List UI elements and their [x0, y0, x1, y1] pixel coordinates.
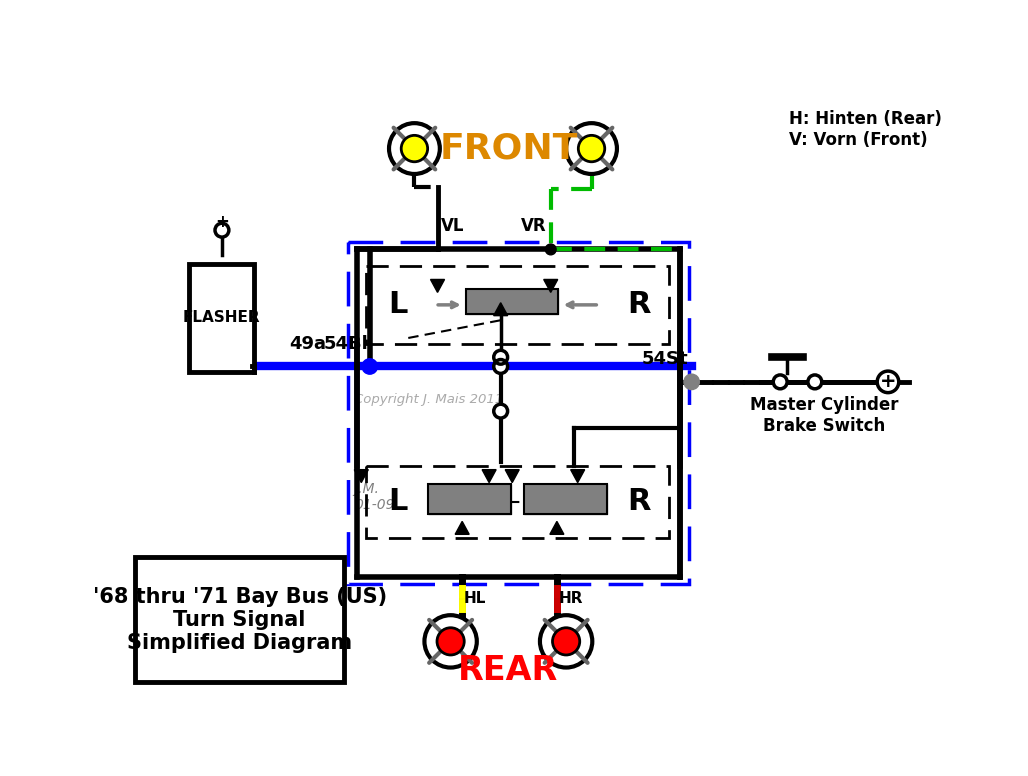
- Bar: [466, 289, 558, 314]
- Text: R: R: [627, 487, 651, 517]
- Circle shape: [493, 350, 508, 364]
- Circle shape: [389, 123, 440, 174]
- Text: +: +: [215, 213, 229, 230]
- Text: VR: VR: [521, 217, 547, 235]
- Circle shape: [425, 615, 477, 667]
- Bar: [348, 242, 690, 584]
- Polygon shape: [482, 469, 497, 483]
- Text: H: Hinten (Rear)
V: Vorn (Front): H: Hinten (Rear) V: Vorn (Front): [790, 110, 943, 149]
- Polygon shape: [493, 303, 508, 316]
- Text: HR: HR: [558, 591, 583, 605]
- Text: 54St: 54St: [641, 350, 688, 368]
- Text: FLASHER: FLASHER: [182, 310, 260, 325]
- Polygon shape: [455, 521, 469, 535]
- Text: '68 thru '71 Bay Bus (US)
Turn Signal
Simplified Diagram: '68 thru '71 Bay Bus (US) Turn Signal Si…: [93, 587, 387, 653]
- Text: VL: VL: [441, 217, 465, 235]
- Circle shape: [215, 223, 229, 237]
- Circle shape: [545, 244, 556, 255]
- Text: 54Bl: 54Bl: [324, 334, 368, 352]
- Text: R: R: [627, 290, 651, 320]
- Circle shape: [579, 135, 604, 161]
- Bar: [366, 466, 668, 539]
- Text: FRONT: FRONT: [439, 132, 578, 165]
- Text: HL: HL: [464, 591, 486, 605]
- Text: L: L: [389, 487, 408, 517]
- Polygon shape: [505, 469, 519, 483]
- Circle shape: [552, 628, 580, 655]
- Circle shape: [773, 375, 787, 389]
- Bar: [135, 557, 344, 682]
- Text: 49a: 49a: [290, 334, 327, 352]
- Circle shape: [493, 404, 508, 418]
- Text: L: L: [389, 290, 408, 320]
- Circle shape: [877, 371, 898, 393]
- Text: J.M.
01-09: J.M. 01-09: [355, 482, 395, 512]
- Circle shape: [808, 375, 821, 389]
- Circle shape: [437, 628, 465, 655]
- Text: Copyright J. Mais 2011: Copyright J. Mais 2011: [355, 393, 504, 406]
- Bar: [428, 484, 511, 514]
- Bar: [524, 484, 607, 514]
- Polygon shape: [550, 521, 564, 535]
- Circle shape: [362, 359, 377, 374]
- Circle shape: [540, 615, 592, 667]
- Text: Master Cylinder
Brake Switch: Master Cylinder Brake Switch: [749, 396, 898, 435]
- Text: +: +: [880, 372, 896, 391]
- Circle shape: [684, 374, 699, 390]
- Polygon shape: [544, 279, 558, 293]
- Circle shape: [566, 123, 617, 174]
- Bar: [466, 289, 558, 314]
- Circle shape: [493, 359, 508, 373]
- Bar: [524, 484, 607, 514]
- Text: REAR: REAR: [458, 654, 558, 687]
- Polygon shape: [431, 279, 444, 293]
- Bar: [428, 484, 511, 514]
- Bar: [366, 265, 668, 344]
- Polygon shape: [355, 469, 368, 483]
- Circle shape: [401, 135, 428, 161]
- Polygon shape: [571, 469, 585, 483]
- Bar: [189, 264, 254, 372]
